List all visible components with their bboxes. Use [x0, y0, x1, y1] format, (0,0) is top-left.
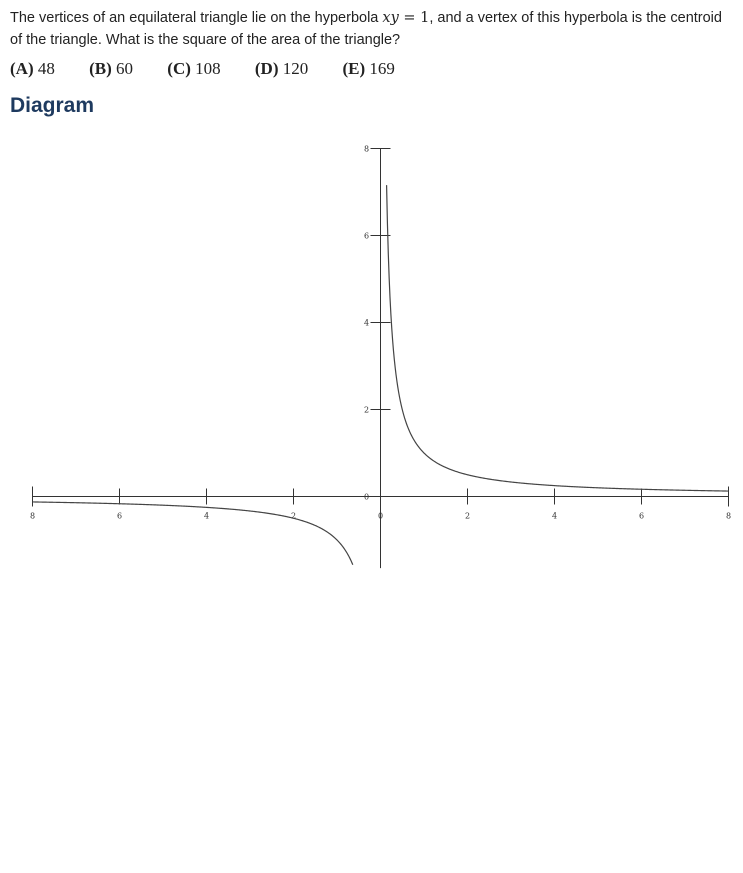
x-tick-label: 2	[465, 512, 470, 521]
x-tick-label: 2	[291, 512, 296, 521]
origin-x-label: 0	[378, 512, 383, 521]
x-tick-label: 6	[639, 512, 644, 521]
problem-text-start: The vertices of an equilateral triangle …	[10, 10, 383, 26]
x-tick-label: 4	[204, 512, 209, 521]
diagram-heading: Diagram	[10, 94, 95, 117]
problem-text-end: , and a vertex of this hyperbola is the …	[429, 10, 722, 26]
x-tick-label: 8	[30, 512, 35, 521]
y-tick-label: 2	[364, 406, 369, 415]
hyperbola-branch-negative	[32, 501, 354, 566]
x-tick-label: 8	[726, 512, 731, 521]
choice-b: (B) 60	[89, 59, 134, 78]
y-tick-label: 4	[364, 319, 369, 328]
y-tick-label: 8	[364, 145, 369, 154]
problem-text-line2: of the triangle. What is the square of t…	[10, 32, 401, 48]
choice-d: (D) 120	[254, 59, 309, 78]
x-tick-label: 4	[552, 512, 557, 521]
hyperbola-branch-positive	[385, 185, 729, 492]
choice-e: (E) 169	[342, 59, 395, 78]
answer-choices: (A) 48 (B) 60 (C) 108 (D) 120 (E) 169	[10, 58, 425, 80]
equation-rhs: = 1	[398, 10, 430, 26]
problem-statement: The vertices of an equilateral triangle …	[10, 7, 743, 51]
choice-a: (A) 48	[10, 59, 55, 78]
choice-c: (C) 108	[167, 59, 221, 78]
origin-label: 0	[364, 493, 369, 502]
y-tick-label: 6	[364, 232, 369, 241]
equation-lhs: xy	[382, 10, 399, 26]
x-tick-label: 6	[117, 512, 122, 521]
